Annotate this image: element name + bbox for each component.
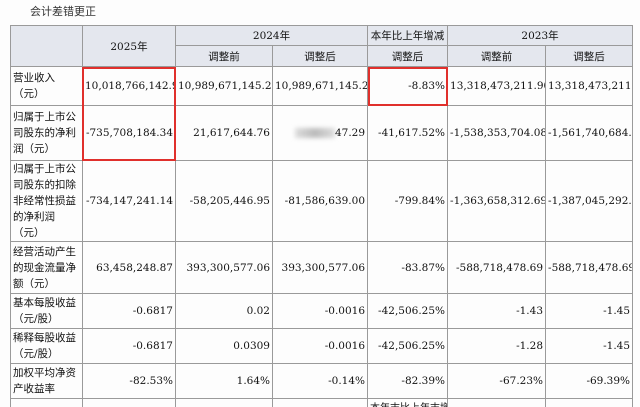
table-cell: -0.14% (271, 363, 369, 399)
table-cell: 47.29 (271, 105, 369, 161)
table-cell: -1,561,740,684.03 (545, 105, 634, 161)
table-cell: -42,506.25% (367, 293, 449, 329)
table-cell: -0.6817 (82, 293, 176, 329)
table-cell: 本年末比上年末增减 (367, 398, 449, 407)
table-row: 基本每股收益（元/股） -0.6817 0.02 -0.0016 -42,506.25%… (10, 293, 634, 329)
table-row: 归属于上市公司股东的扣除非经常性损益的净利润（元） -734,147,241.14… (10, 160, 634, 242)
table-cell: -1.45 (545, 293, 634, 329)
table-cell: 10,018,766,142.94 (82, 66, 176, 106)
table-cell: -83.87% (367, 241, 449, 294)
table-cell: -81,586,639.00 (271, 160, 369, 242)
header-cell: 调整后 (271, 45, 369, 67)
table-cell: 63,458,248.87 (82, 241, 176, 294)
table-cell: -0.0016 (271, 293, 369, 329)
table-cell: 393,300,577.06 (271, 241, 369, 294)
table-cell (175, 398, 273, 407)
table-cell: 归属于上市公司股东的扣除非经常性损益的净利润（元） (10, 160, 83, 242)
table-cell (545, 398, 634, 407)
table-cell: 0.02 (175, 293, 273, 329)
table-cell (447, 398, 547, 407)
header-cell (10, 25, 83, 67)
table-cell: -734,147,241.14 (82, 160, 176, 242)
table-cell: 10,989,671,145.22 (175, 66, 273, 106)
table-cell: -58,205,446.95 (175, 160, 273, 242)
table-cell: -67.23% (447, 363, 547, 399)
table-cell: -588,718,478.69 (545, 241, 634, 294)
table-cell: -735,708,184.34 (82, 105, 176, 161)
table-cell: -0.6817 (82, 328, 176, 364)
table-cell: 加权平均净资产收益率 (10, 363, 83, 399)
table-cell: 经营活动产生的现金流量净额（元） (10, 241, 83, 294)
header-cell: 2023年 (447, 25, 634, 46)
table-cell: 13,318,473,211.90 (545, 66, 634, 106)
table-row: 加权平均净资产收益率 -82.53% 1.64% -0.14% -82.39% -67.2… (10, 363, 634, 399)
table-cell: -1.45 (545, 328, 634, 364)
table-cell: 稀释每股收益（元/股） (10, 328, 83, 364)
table-cell: 营业收入（元） (10, 66, 83, 106)
highlight-box (368, 67, 448, 106)
header-cell: 调整后 (545, 45, 634, 67)
table-cell: -588,718,478.69 (447, 241, 547, 294)
header-cell: 2024年 (174, 25, 369, 46)
table-cell: -42,506.25% (367, 328, 449, 364)
header-cell: 调整后 (367, 45, 449, 67)
header-cell: 2025年 (82, 25, 176, 67)
table-cell: -1.28 (447, 328, 547, 364)
table-cell: 21,617,644.76 (175, 105, 273, 161)
highlight-box (82, 67, 176, 161)
header-row: 2025年 2024年 本年比上年增减 2023年 (10, 25, 634, 67)
table-cell (82, 398, 176, 407)
table-cell: 1.64% (175, 363, 273, 399)
cell-text: 47.29 (334, 127, 366, 139)
header-cell: 调整前 (175, 45, 273, 67)
table-cell: -1,387,045,292.64 (545, 160, 634, 242)
table-cell: -69.39% (545, 363, 634, 399)
table-cell (10, 398, 83, 407)
table-cell (271, 398, 369, 407)
table: 2025年 2024年 本年比上年增减 2023年 调整前 调整后 调整后 调整前 调整后 营业收… (10, 25, 634, 407)
table-cell: -82.39% (367, 363, 449, 399)
header-cell: 本年比上年增减 (367, 25, 449, 46)
table-cell: -41,617.52% (367, 105, 449, 161)
table-cell: -82.53% (82, 363, 176, 399)
header-cell: 调整前 (447, 45, 547, 67)
table-row: 营业收入（元） 10,018,766,142.94 10,989,671,145.2… (10, 66, 634, 106)
table-cell: 13,318,473,211.90 (447, 66, 547, 106)
table-cell: 10,989,671,145.22 (271, 66, 369, 106)
table-cell: 393,300,577.06 (175, 241, 273, 294)
table-cell: -1,538,353,704.08 (447, 105, 547, 161)
table-row: 归属于上市公司股东的净利润（元） -735,708,184.34 21,617,64… (10, 105, 634, 161)
table-cell: -1.43 (447, 293, 547, 329)
table-cell: -799.84% (367, 160, 449, 242)
table-cell: 基本每股收益（元/股） (10, 293, 83, 329)
table-row: 稀释每股收益（元/股） -0.6817 0.0309 -0.0016 -42,506.2… (10, 328, 634, 364)
table-row: 经营活动产生的现金流量净额（元） 63,458,248.87 393,300,577… (10, 241, 634, 294)
table-cell: 0.0309 (175, 328, 273, 364)
table-row: 本年末比上年末增减 (10, 398, 634, 407)
table-cell: -0.0016 (271, 328, 369, 364)
title: 会计差错更正 (30, 5, 96, 18)
table-cell: 归属于上市公司股东的净利润（元） (10, 105, 83, 161)
table-cell: -1,363,658,312.69 (447, 160, 547, 242)
